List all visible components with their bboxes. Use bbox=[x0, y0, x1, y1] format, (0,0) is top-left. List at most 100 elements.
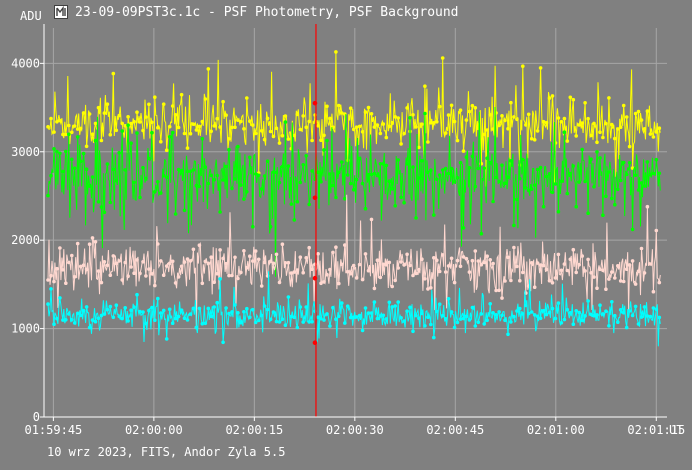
data-point bbox=[167, 135, 172, 139]
data-point bbox=[126, 274, 130, 279]
data-point bbox=[378, 314, 383, 318]
data-point bbox=[559, 179, 564, 184]
data-point bbox=[144, 274, 148, 278]
data-point bbox=[524, 303, 528, 308]
data-point bbox=[126, 123, 130, 127]
data-point bbox=[239, 183, 243, 187]
data-point bbox=[399, 260, 403, 264]
data-point bbox=[93, 121, 98, 126]
data-point bbox=[123, 124, 127, 128]
data-point bbox=[366, 311, 371, 315]
data-point bbox=[610, 300, 614, 304]
data-point bbox=[429, 286, 433, 290]
data-point bbox=[280, 164, 285, 169]
data-point bbox=[185, 318, 190, 322]
data-point bbox=[147, 308, 151, 313]
data-point bbox=[316, 315, 320, 320]
data-point bbox=[153, 95, 157, 99]
data-point bbox=[550, 190, 555, 195]
data-point bbox=[532, 138, 537, 142]
data-point bbox=[354, 276, 359, 280]
data-point bbox=[292, 315, 297, 320]
data-point bbox=[209, 255, 213, 259]
data-point bbox=[81, 263, 86, 268]
data-point bbox=[179, 168, 184, 173]
data-point bbox=[153, 190, 157, 194]
data-point bbox=[328, 324, 332, 328]
data-point bbox=[179, 264, 184, 269]
data-point bbox=[363, 252, 368, 256]
data-point bbox=[224, 306, 228, 310]
data-point bbox=[286, 295, 291, 299]
data-point bbox=[372, 300, 377, 304]
data-point bbox=[197, 124, 202, 129]
data-point bbox=[538, 263, 543, 267]
data-point bbox=[452, 180, 457, 184]
data-point bbox=[105, 263, 110, 268]
data-point bbox=[58, 118, 62, 123]
data-point bbox=[286, 164, 291, 168]
series-1 bbox=[46, 50, 662, 187]
data-point bbox=[150, 120, 154, 125]
data-point bbox=[325, 312, 329, 316]
data-point bbox=[117, 113, 121, 118]
data-point bbox=[595, 150, 599, 154]
data-point bbox=[310, 138, 314, 143]
data-point bbox=[402, 131, 406, 136]
data-point bbox=[464, 155, 469, 159]
data-point bbox=[49, 287, 53, 291]
data-point bbox=[402, 200, 406, 205]
data-point bbox=[396, 116, 401, 120]
data-point bbox=[512, 245, 516, 250]
data-point bbox=[580, 121, 584, 125]
data-point bbox=[408, 116, 412, 120]
data-point bbox=[544, 267, 549, 272]
data-point bbox=[227, 137, 231, 141]
data-point bbox=[280, 133, 285, 138]
data-point bbox=[351, 188, 356, 192]
data-point bbox=[348, 271, 353, 276]
data-point bbox=[328, 267, 332, 272]
data-point bbox=[340, 111, 344, 115]
data-point bbox=[592, 313, 596, 318]
data-point bbox=[420, 159, 424, 163]
data-point bbox=[319, 316, 323, 321]
data-point bbox=[393, 204, 398, 208]
data-point bbox=[642, 127, 647, 131]
data-point bbox=[624, 115, 629, 119]
data-point bbox=[188, 312, 193, 316]
data-point bbox=[440, 168, 445, 172]
data-point bbox=[485, 318, 490, 323]
data-point bbox=[292, 270, 297, 274]
data-point bbox=[529, 261, 534, 265]
data-point bbox=[598, 156, 602, 160]
data-point bbox=[535, 261, 540, 265]
data-point bbox=[369, 311, 374, 315]
data-point bbox=[325, 104, 329, 109]
data-point bbox=[156, 242, 160, 246]
data-point bbox=[357, 124, 362, 129]
data-point bbox=[224, 261, 228, 266]
data-point bbox=[613, 202, 617, 207]
data-point bbox=[322, 280, 326, 284]
data-point bbox=[648, 314, 653, 319]
data-point bbox=[482, 322, 487, 326]
data-point bbox=[396, 158, 401, 162]
data-point bbox=[426, 315, 430, 320]
data-point bbox=[378, 275, 383, 280]
data-point bbox=[179, 308, 184, 313]
data-point bbox=[164, 175, 169, 180]
data-point bbox=[446, 171, 451, 176]
x-tick-label: 02:00:45 bbox=[426, 423, 484, 437]
data-point bbox=[565, 307, 570, 312]
data-point bbox=[173, 212, 178, 216]
data-point bbox=[633, 304, 638, 309]
data-point bbox=[239, 270, 243, 275]
data-point bbox=[224, 164, 228, 169]
data-point bbox=[176, 125, 181, 130]
data-point bbox=[654, 228, 659, 233]
data-point bbox=[345, 269, 350, 274]
data-point bbox=[191, 168, 196, 172]
data-point bbox=[153, 318, 157, 323]
data-point bbox=[111, 254, 116, 258]
